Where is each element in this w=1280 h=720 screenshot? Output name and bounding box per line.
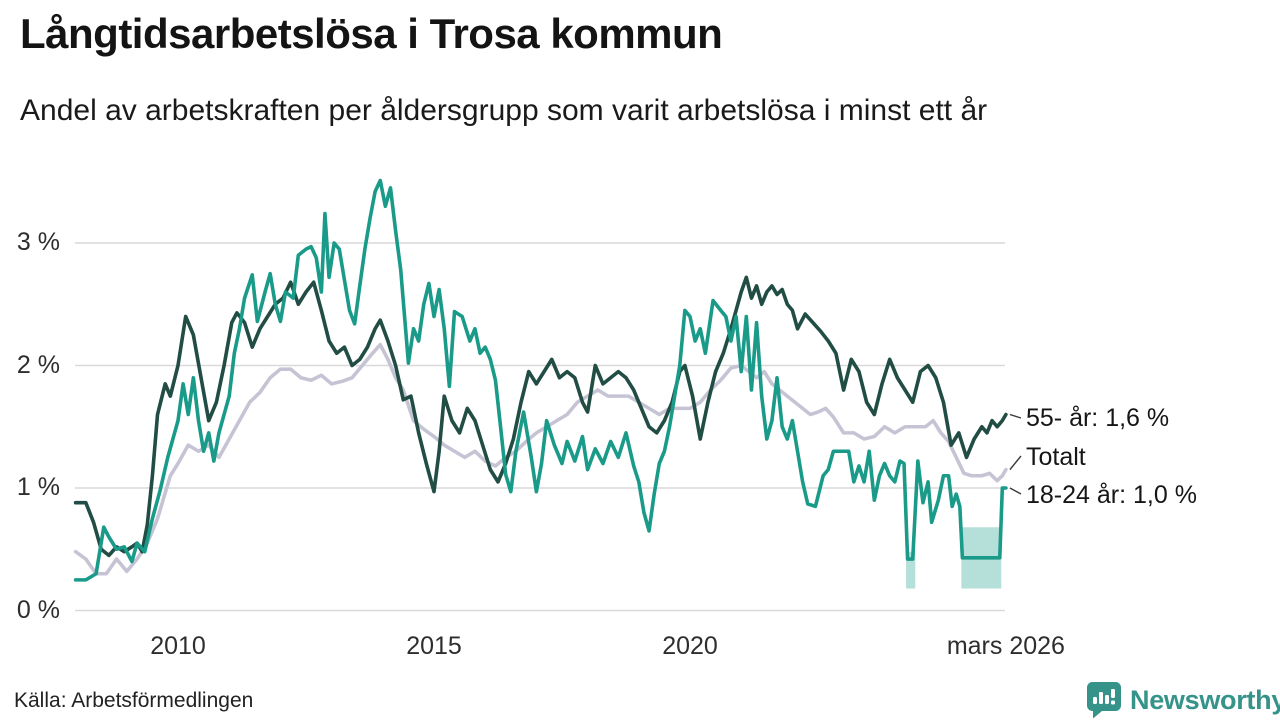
newsworthy-wordmark: Newsworthy [1130,684,1280,715]
label-connector-55- år [1009,413,1022,419]
series-end-label-18-24: 18-24 år: 1,0 % [1026,481,1197,509]
y-axis-tick-3pct: 3 % [16,228,60,256]
series-end-label-totalt: Totalt [1026,443,1086,471]
series-end-label-55plus: 55- år: 1,6 % [1026,404,1170,432]
series-line-Totalt [73,342,1008,576]
label-connector-18-24 år [1009,487,1022,495]
x-axis-tick-mars-2026: mars 2026 [946,632,1065,660]
chart-subtitle: Andel av arbetskraften per åldersgrupp s… [20,94,988,127]
x-axis-tick-2020: 2020 [662,632,718,660]
series-line-55- år [73,275,1008,558]
chart-title: Långtidsarbetslösa i Trosa kommun [20,10,723,57]
y-axis-tick-1pct: 1 % [16,473,60,501]
y-axis-tick-2pct: 2 % [16,350,60,379]
newsworthy-logo: Newsworthy [1086,681,1280,719]
series-line-18-24 år [73,178,1008,582]
x-axis-tick-2015: 2015 [406,632,462,660]
y-axis-tick-0pct: 0 % [16,595,60,624]
source-note: Källa: Arbetsförmedlingen [14,689,254,712]
newsworthy-speech-bubble-icon [1087,682,1121,719]
uncertainty-band-0 [906,551,916,589]
label-connector-Totalt [1009,455,1022,471]
x-axis-tick-2010: 2010 [150,632,206,660]
